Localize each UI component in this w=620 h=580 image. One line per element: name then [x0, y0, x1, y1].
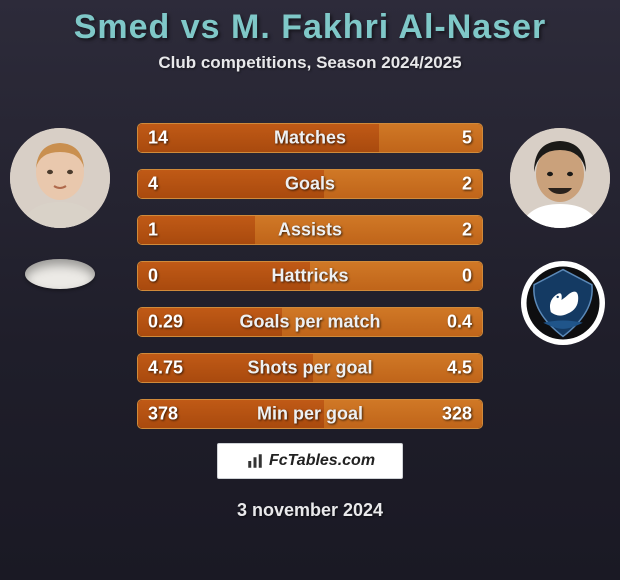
bar-chart-icon: [245, 452, 265, 470]
metric-left-value: 0.29: [148, 312, 183, 333]
metric-row: 4.754.5Shots per goal: [137, 353, 483, 383]
metric-row: 145Matches: [137, 123, 483, 153]
metric-right-value: 4.5: [447, 358, 472, 379]
metric-left-value: 1: [148, 220, 158, 241]
metric-row: 0.290.4Goals per match: [137, 307, 483, 337]
metric-row-right-fill: [310, 262, 482, 290]
player1-avatar: [10, 128, 110, 228]
metric-row-right-fill: [324, 170, 482, 198]
brand-badge: FcTables.com: [217, 443, 403, 479]
metric-left-value: 378: [148, 404, 178, 425]
metric-left-value: 4: [148, 174, 158, 195]
footer-date: 3 november 2024: [0, 500, 620, 521]
metric-row: 42Goals: [137, 169, 483, 199]
metric-right-value: 328: [442, 404, 472, 425]
metric-row-left-fill: [138, 124, 379, 152]
metric-right-value: 5: [462, 128, 472, 149]
page-title: Smed vs M. Fakhri Al-Naser: [0, 0, 620, 47]
metric-left-value: 0: [148, 266, 158, 287]
metric-left-value: 4.75: [148, 358, 183, 379]
player2-avatar: [510, 128, 610, 228]
metric-row: 378328Min per goal: [137, 399, 483, 429]
metric-row-left-fill: [138, 262, 310, 290]
metric-row: 00Hattricks: [137, 261, 483, 291]
metric-row-right-fill: [255, 216, 482, 244]
metric-row: 12Assists: [137, 215, 483, 245]
player1-club-badge: [25, 259, 95, 289]
page-subtitle: Club competitions, Season 2024/2025: [0, 53, 620, 73]
metric-right-value: 2: [462, 220, 472, 241]
player2-club-badge: [521, 261, 605, 345]
comparison-bars: 145Matches42Goals12Assists00Hattricks0.2…: [137, 123, 483, 445]
brand-text: FcTables.com: [269, 452, 375, 470]
metric-right-value: 2: [462, 174, 472, 195]
metric-right-value: 0.4: [447, 312, 472, 333]
metric-row-left-fill: [138, 170, 324, 198]
metric-right-value: 0: [462, 266, 472, 287]
metric-left-value: 14: [148, 128, 168, 149]
